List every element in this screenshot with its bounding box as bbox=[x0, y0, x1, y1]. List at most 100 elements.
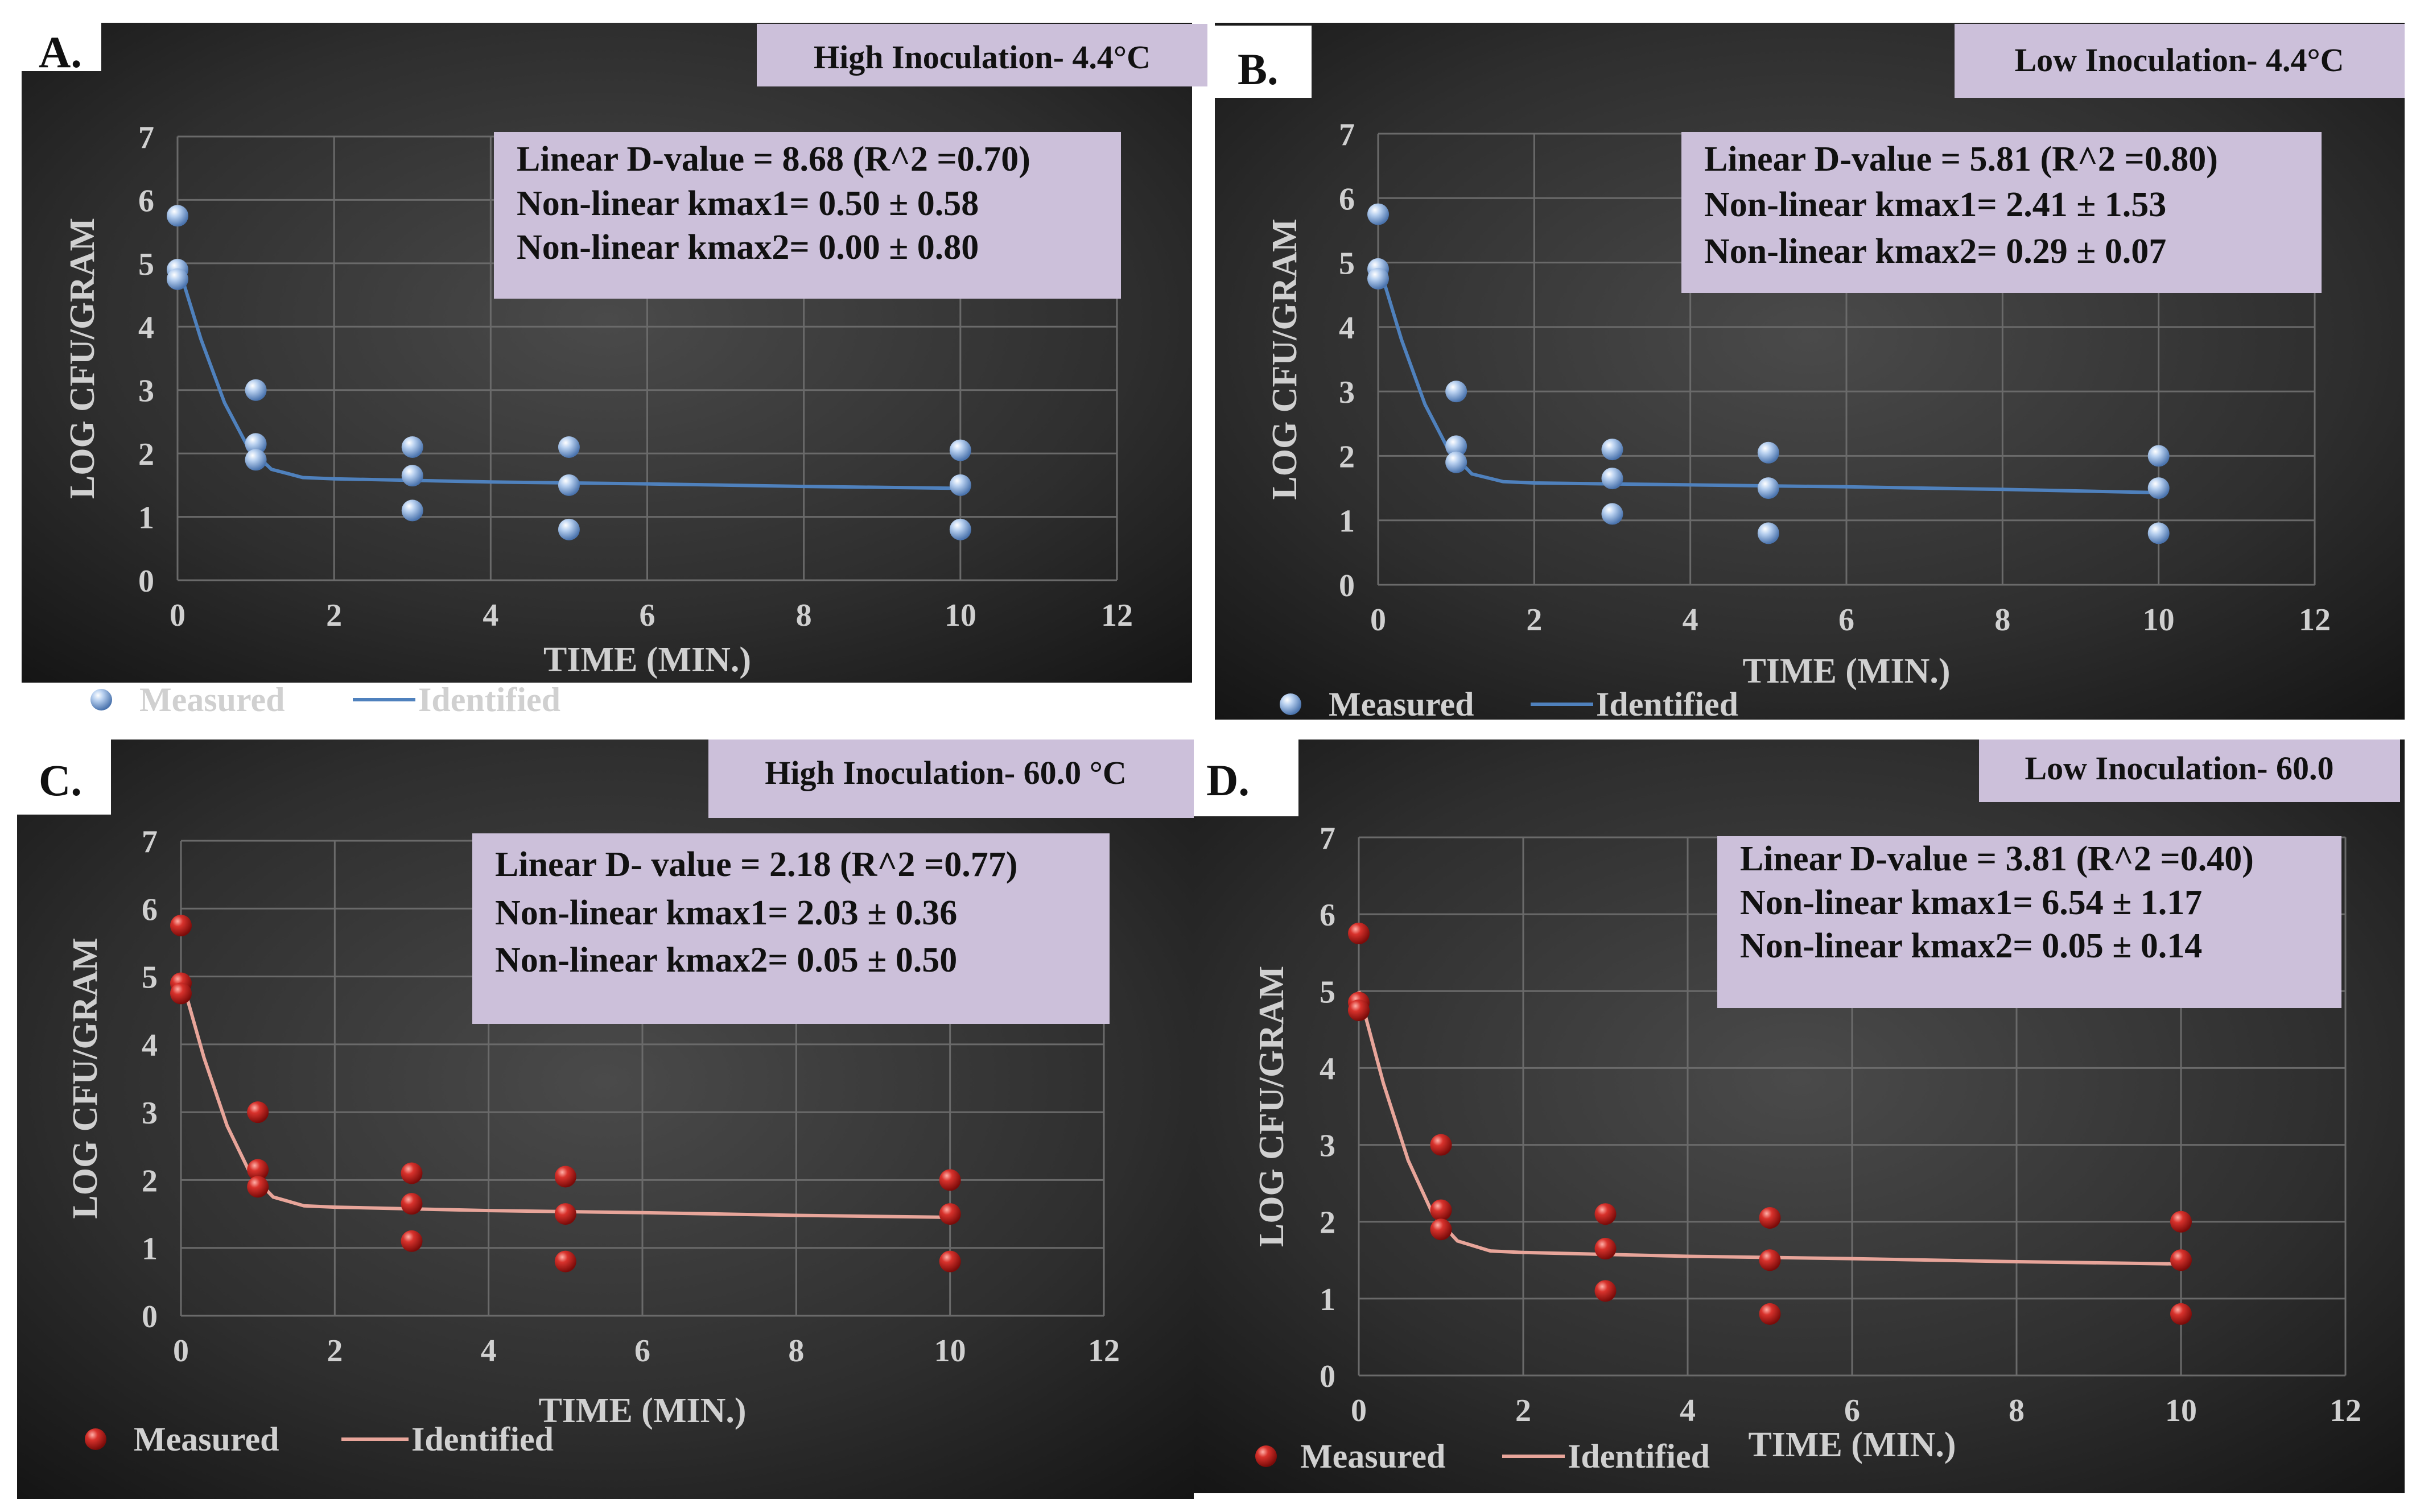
panel-label-box bbox=[1194, 740, 1298, 816]
legend-measured-label: Measured bbox=[1300, 1437, 1446, 1475]
measured-data-point bbox=[558, 518, 580, 540]
stats-box bbox=[472, 833, 1110, 1024]
legend-measured-marker bbox=[1280, 693, 1301, 715]
x-tick-label: 10 bbox=[2165, 1393, 2197, 1428]
x-tick-label: 10 bbox=[2143, 602, 2175, 638]
y-tick-label: 7 bbox=[1320, 821, 1335, 856]
y-tick-label: 4 bbox=[1339, 311, 1355, 346]
legend-measured-marker bbox=[90, 689, 112, 710]
x-tick-label: 4 bbox=[481, 1333, 497, 1369]
measured-data-point bbox=[1367, 203, 1389, 225]
x-tick-label: 2 bbox=[1526, 602, 1542, 638]
panel-label: D. bbox=[1206, 755, 1250, 805]
panel-label: B. bbox=[1238, 44, 1279, 94]
y-tick-label: 3 bbox=[1339, 375, 1355, 410]
panel-label-box bbox=[22, 23, 101, 71]
x-tick-label: 10 bbox=[945, 598, 976, 633]
stats-box bbox=[1717, 836, 2341, 1008]
chart-title: High Inoculation- 4.4°C bbox=[814, 39, 1151, 76]
y-tick-label: 7 bbox=[142, 824, 158, 860]
legend-identified-label: Identified bbox=[411, 1420, 554, 1458]
identified-series-line bbox=[1376, 262, 2159, 494]
x-axis-title: TIME (MIN.) bbox=[1742, 652, 1950, 691]
y-tick-label: 2 bbox=[138, 437, 154, 472]
measured-data-point bbox=[1759, 1207, 1781, 1229]
measured-data-point bbox=[401, 499, 423, 522]
x-tick-label: 8 bbox=[788, 1333, 804, 1369]
measured-data-point bbox=[949, 518, 971, 540]
y-tick-label: 6 bbox=[1339, 181, 1355, 217]
legend-identified-label: Identified bbox=[1596, 685, 1738, 723]
measured-data-point bbox=[245, 379, 267, 401]
chart-title-box bbox=[1979, 740, 2400, 802]
y-tick-label: 0 bbox=[1320, 1359, 1335, 1394]
stats-line: Linear D-value = 8.68 (R^2 =0.70) bbox=[517, 140, 1030, 179]
measured-data-point bbox=[1601, 468, 1623, 490]
measured-data-point bbox=[558, 474, 580, 496]
measured-data-point bbox=[1594, 1280, 1617, 1302]
x-tick-label: 12 bbox=[2330, 1393, 2361, 1428]
measured-data-point bbox=[245, 433, 267, 455]
chart-background bbox=[22, 23, 1192, 683]
measured-data-point bbox=[401, 1193, 423, 1215]
stats-line: Non-linear kmax1= 6.54 ± 1.17 bbox=[1740, 883, 2202, 922]
measured-data-point bbox=[1348, 999, 1370, 1022]
measured-data-point bbox=[939, 1169, 961, 1191]
measured-data-point bbox=[247, 1159, 269, 1181]
stats-line: Linear D-value = 3.81 (R^2 =0.40) bbox=[1740, 840, 2254, 878]
stats-line: Linear D- value = 2.18 (R^2 =0.77) bbox=[495, 845, 1017, 884]
measured-data-point bbox=[2147, 477, 2170, 499]
legend-identified-label: Identified bbox=[418, 681, 560, 718]
chart-title-box bbox=[757, 24, 1207, 86]
x-tick-label: 10 bbox=[934, 1333, 966, 1369]
y-tick-label: 1 bbox=[1320, 1282, 1335, 1317]
y-tick-label: 4 bbox=[142, 1028, 158, 1063]
measured-data-point bbox=[1757, 522, 1779, 544]
measured-data-point bbox=[1430, 1199, 1452, 1221]
x-tick-label: 6 bbox=[640, 598, 655, 633]
identified-series-line bbox=[179, 976, 950, 1219]
y-axis-title: LOG CFU/GRAM bbox=[66, 937, 105, 1218]
measured-data-point bbox=[170, 915, 192, 937]
x-tick-label: 4 bbox=[1680, 1393, 1696, 1428]
measured-data-point bbox=[1759, 1249, 1781, 1271]
measured-data-point bbox=[1430, 1134, 1452, 1156]
y-tick-label: 5 bbox=[138, 247, 154, 282]
measured-data-point bbox=[2147, 522, 2170, 544]
x-tick-label: 4 bbox=[483, 598, 498, 633]
measured-data-point bbox=[554, 1203, 576, 1225]
x-tick-label: 0 bbox=[170, 598, 185, 633]
stats-line: Non-linear kmax2= 0.05 ± 0.14 bbox=[1740, 927, 2202, 965]
measured-data-point bbox=[554, 1250, 576, 1273]
stats-line: Non-linear kmax2= 0.05 ± 0.50 bbox=[495, 941, 957, 980]
y-tick-label: 5 bbox=[1339, 246, 1355, 282]
x-tick-label: 12 bbox=[1101, 598, 1133, 633]
measured-data-point bbox=[1348, 922, 1370, 944]
x-axis-title: TIME (MIN.) bbox=[538, 1391, 746, 1430]
panel-label: C. bbox=[39, 755, 82, 805]
y-tick-label: 3 bbox=[142, 1096, 158, 1131]
measured-data-point bbox=[949, 439, 971, 461]
x-tick-label: 2 bbox=[1515, 1393, 1531, 1428]
y-tick-label: 5 bbox=[142, 960, 158, 995]
measured-data-point bbox=[2170, 1211, 2192, 1233]
chart-title-box bbox=[708, 740, 1194, 818]
y-tick-label: 0 bbox=[142, 1299, 158, 1335]
measured-data-point bbox=[247, 1176, 269, 1198]
identified-series-line bbox=[176, 263, 960, 490]
chart-background bbox=[1215, 23, 2405, 720]
measured-data-point bbox=[2170, 1249, 2192, 1271]
measured-data-point bbox=[1601, 439, 1623, 461]
y-tick-label: 2 bbox=[1320, 1205, 1335, 1241]
x-tick-label: 6 bbox=[1844, 1393, 1860, 1428]
chart-title: Low Inoculation- 60.0 bbox=[2025, 750, 2333, 787]
measured-data-point bbox=[1367, 267, 1389, 290]
measured-data-point bbox=[401, 1162, 423, 1184]
x-tick-label: 2 bbox=[327, 1333, 343, 1369]
y-tick-label: 5 bbox=[1320, 974, 1335, 1010]
y-axis-title: LOG CFU/GRAM bbox=[1252, 966, 1291, 1247]
